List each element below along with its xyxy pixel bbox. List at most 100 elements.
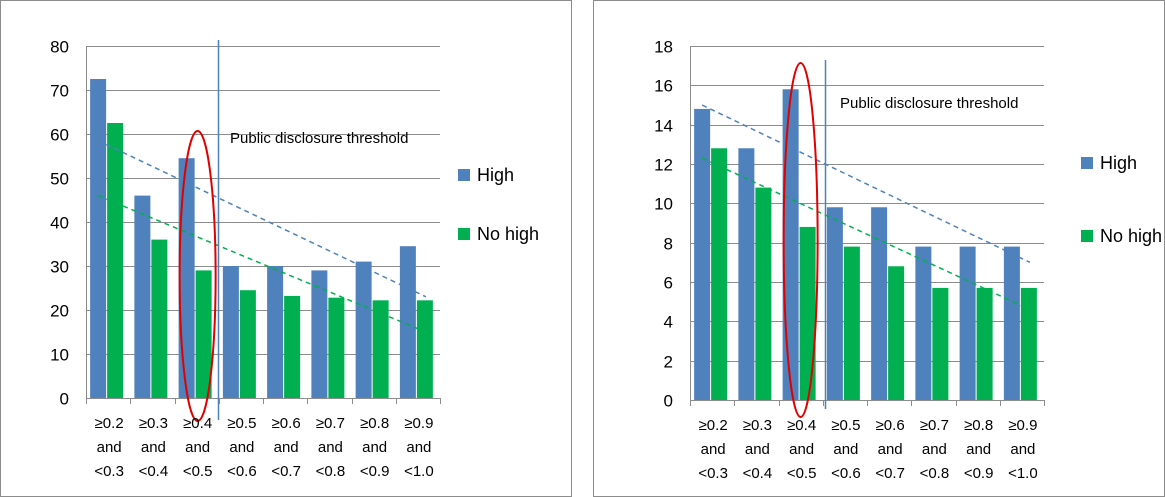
legend-swatch-no-high xyxy=(1081,230,1093,242)
chart-panel-right: 0 2 4 6 8 10 12 14 16 18 Public disclosure thresho… xyxy=(593,0,1165,497)
x-tick-label: and xyxy=(406,439,431,456)
y-tick-label: 14 xyxy=(654,117,673,136)
x-tick-label: ≥0.3 xyxy=(743,417,772,434)
x-tick-label: and xyxy=(185,439,210,456)
bar-high xyxy=(694,108,711,400)
y-tick-label: 10 xyxy=(654,195,673,214)
legend-label-high: High xyxy=(1100,153,1137,173)
x-tick-label: <0.4 xyxy=(139,463,169,480)
y-tick-label: 0 xyxy=(664,392,673,411)
x-tick-label: <0.4 xyxy=(743,465,773,482)
x-tick-label: <0.9 xyxy=(964,465,994,482)
x-tick-label: ≥0.6 xyxy=(876,417,905,434)
bar-high xyxy=(1003,246,1020,400)
x-tick-label: ≥0.9 xyxy=(404,415,433,432)
y-tick-label: 30 xyxy=(50,258,69,277)
y-tick-label: 12 xyxy=(654,156,673,175)
bar-high xyxy=(782,89,799,401)
threshold-label: Public disclosure threshold xyxy=(840,95,1018,112)
x-tick-label: <0.3 xyxy=(698,465,728,482)
legend-swatch-high xyxy=(1081,157,1093,169)
x-tick-label: and xyxy=(701,441,726,458)
x-tick-label: ≥0.9 xyxy=(1008,417,1037,434)
bar-no-high xyxy=(328,297,345,398)
x-tick-label: and xyxy=(362,439,387,456)
bar-no-high xyxy=(711,148,728,400)
chart-panel-left: 0 10 20 30 40 50 60 70 80 Public disclosure thres… xyxy=(0,0,572,497)
highlight-ellipse xyxy=(782,62,819,418)
y-tick-label: 60 xyxy=(50,126,69,145)
x-tick-label: ≥0.4 xyxy=(183,415,212,432)
x-tick-label: and xyxy=(878,441,903,458)
bar-high xyxy=(90,79,107,398)
bar-no-high xyxy=(976,287,993,400)
bar-no-high xyxy=(107,123,124,398)
y-tick-label: 20 xyxy=(50,302,69,321)
y-tick-label: 10 xyxy=(50,346,69,365)
x-tick-label: <1.0 xyxy=(404,463,434,480)
threshold-label: Public disclosure threshold xyxy=(230,130,408,147)
x-tick-label: ≥0.4 xyxy=(787,417,816,434)
legend-label-no-high: No high xyxy=(1100,226,1162,246)
bar-no-high xyxy=(932,287,949,400)
bar-high xyxy=(399,246,416,398)
highlight-ellipse xyxy=(178,130,217,422)
bar-no-high xyxy=(151,239,168,398)
bar-high xyxy=(267,266,284,398)
legend-swatch-high xyxy=(458,169,470,181)
x-tick-label: and xyxy=(141,439,166,456)
x-tick-label: and xyxy=(1010,441,1035,458)
y-tick-label: 18 xyxy=(654,38,673,57)
trendline-no-high xyxy=(701,157,1031,311)
x-tick-label: and xyxy=(318,439,343,456)
x-tick-label: <1.0 xyxy=(1008,465,1038,482)
x-tick-label: ≥0.8 xyxy=(964,417,993,434)
bar-no-high xyxy=(239,290,256,398)
legend-swatch-no-high xyxy=(458,228,470,240)
bar-high xyxy=(355,261,372,398)
bar-high xyxy=(178,158,195,398)
bar-no-high xyxy=(372,300,389,398)
y-tick-label: 16 xyxy=(654,77,673,96)
bar-high xyxy=(134,195,151,398)
bar-no-high xyxy=(843,246,860,400)
y-tick-label: 8 xyxy=(664,235,673,254)
x-tick-label: <0.3 xyxy=(94,463,124,480)
chart-left-svg: 0 10 20 30 40 50 60 70 80 Public disclosure thres… xyxy=(0,0,572,497)
bar-high xyxy=(826,207,843,400)
x-tick-label: <0.9 xyxy=(360,463,390,480)
y-tick-label: 70 xyxy=(50,82,69,101)
x-tick-label: and xyxy=(229,439,254,456)
x-tick-label: <0.6 xyxy=(831,465,861,482)
bar-no-high xyxy=(416,300,433,398)
x-tick-label: ≥0.2 xyxy=(95,415,124,432)
x-tick-label: <0.6 xyxy=(227,463,257,480)
bar-no-high xyxy=(195,270,212,398)
x-tick-label: ≥0.7 xyxy=(316,415,345,432)
legend-label-no-high: No high xyxy=(477,224,539,244)
y-tick-label: 6 xyxy=(664,274,673,293)
bar-no-high xyxy=(284,295,301,398)
bar-high xyxy=(311,270,328,398)
x-tick-label: and xyxy=(745,441,770,458)
x-tick-label: and xyxy=(922,441,947,458)
y-tick-label: 50 xyxy=(50,170,69,189)
x-tick-label: ≥0.6 xyxy=(272,415,301,432)
y-tick-label: 4 xyxy=(664,313,673,332)
bar-high xyxy=(222,266,239,398)
x-tick-label: <0.5 xyxy=(183,463,213,480)
y-tick-label: 2 xyxy=(664,353,673,372)
trendline-high xyxy=(97,139,427,298)
x-tick-label: <0.8 xyxy=(920,465,950,482)
x-tick-label: ≥0.8 xyxy=(360,415,389,432)
legend-label-high: High xyxy=(477,165,514,185)
x-tick-label: and xyxy=(789,441,814,458)
x-tick-label: ≥0.7 xyxy=(920,417,949,434)
bar-no-high xyxy=(755,187,772,400)
trendline-high xyxy=(701,104,1031,264)
x-tick-label: <0.7 xyxy=(875,465,905,482)
bar-high xyxy=(915,246,932,400)
x-tick-label: <0.8 xyxy=(316,463,346,480)
x-tick-label: <0.5 xyxy=(787,465,817,482)
chart-right-svg: 0 2 4 6 8 10 12 14 16 18 Public disclosure thresho… xyxy=(593,0,1165,497)
